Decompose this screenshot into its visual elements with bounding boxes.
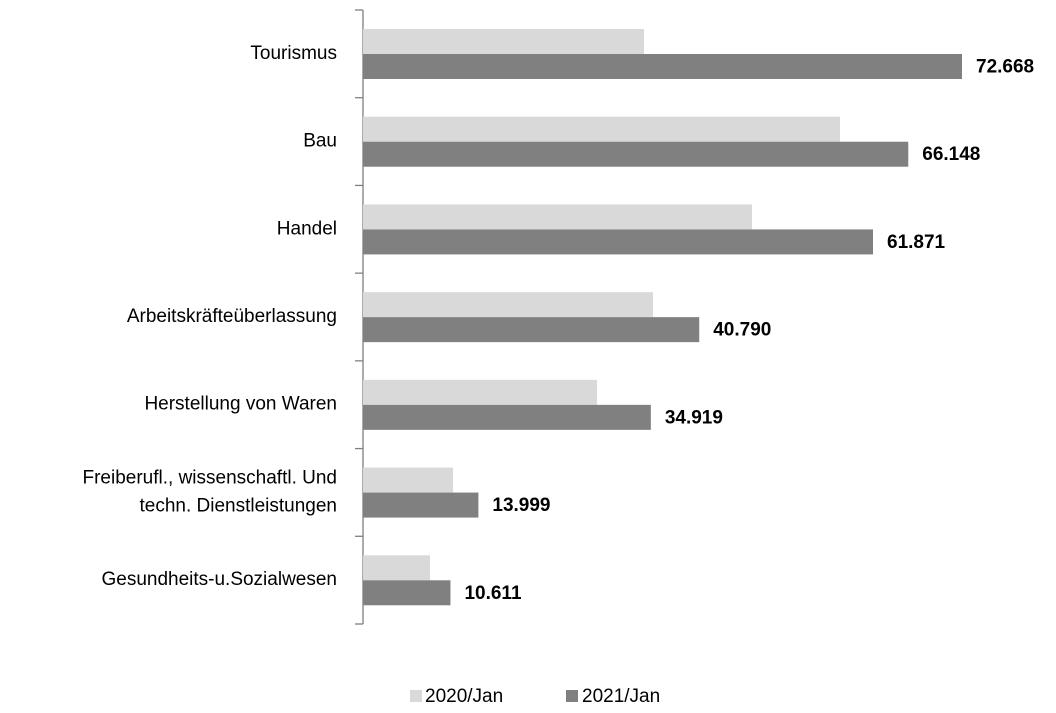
bar bbox=[363, 204, 752, 230]
bar bbox=[363, 292, 653, 318]
value-label: 61.871 bbox=[887, 232, 946, 253]
value-label: 72.668 bbox=[976, 57, 1034, 78]
legend-swatch bbox=[410, 690, 422, 702]
bar bbox=[363, 555, 431, 581]
bar bbox=[363, 116, 841, 142]
category-label: Arbeitskräfteüberlassung bbox=[127, 306, 337, 327]
category-label: Tourismus bbox=[250, 43, 337, 64]
legend-swatch bbox=[566, 690, 578, 702]
bar bbox=[363, 492, 479, 518]
category-label: Freiberufl., wissenschaftl. Und techn. Di… bbox=[83, 467, 338, 516]
legend-label: 2020/Jan bbox=[425, 686, 503, 707]
category-label: Gesundheits-u.Sozialwesen bbox=[101, 569, 337, 590]
bar bbox=[363, 580, 451, 606]
bar bbox=[363, 467, 454, 493]
category-label: Bau bbox=[303, 131, 337, 152]
category-label: Handel bbox=[277, 218, 337, 239]
category-label: Herstellung von Waren bbox=[144, 394, 337, 415]
value-label: 40.790 bbox=[713, 320, 771, 341]
value-label: 10.611 bbox=[464, 583, 521, 604]
bar bbox=[363, 141, 909, 167]
value-label: 34.919 bbox=[665, 407, 723, 428]
bar bbox=[363, 54, 962, 79]
value-label: 13.999 bbox=[492, 495, 550, 516]
legend-label: 2021/Jan bbox=[582, 686, 660, 707]
bar bbox=[363, 317, 700, 343]
bar bbox=[363, 29, 645, 54]
bar bbox=[363, 404, 651, 430]
bar bbox=[363, 379, 598, 405]
bar bbox=[363, 229, 874, 255]
value-label: 66.148 bbox=[922, 144, 980, 165]
